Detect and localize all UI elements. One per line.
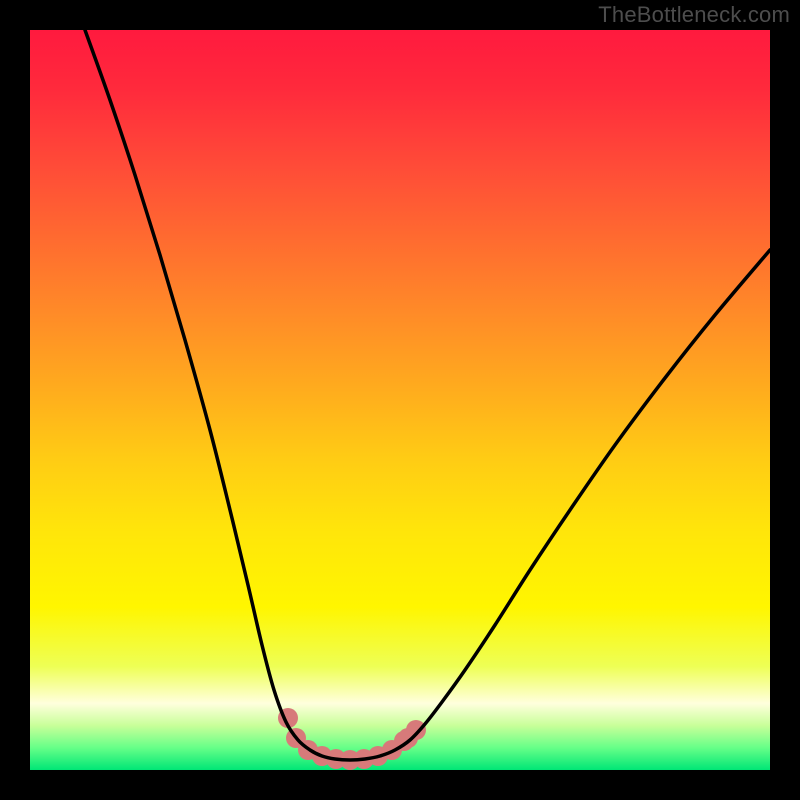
watermark-text: TheBottleneck.com: [598, 2, 790, 28]
chart-svg: [30, 30, 770, 770]
plot-area: [30, 30, 770, 770]
gradient-background: [30, 30, 770, 770]
